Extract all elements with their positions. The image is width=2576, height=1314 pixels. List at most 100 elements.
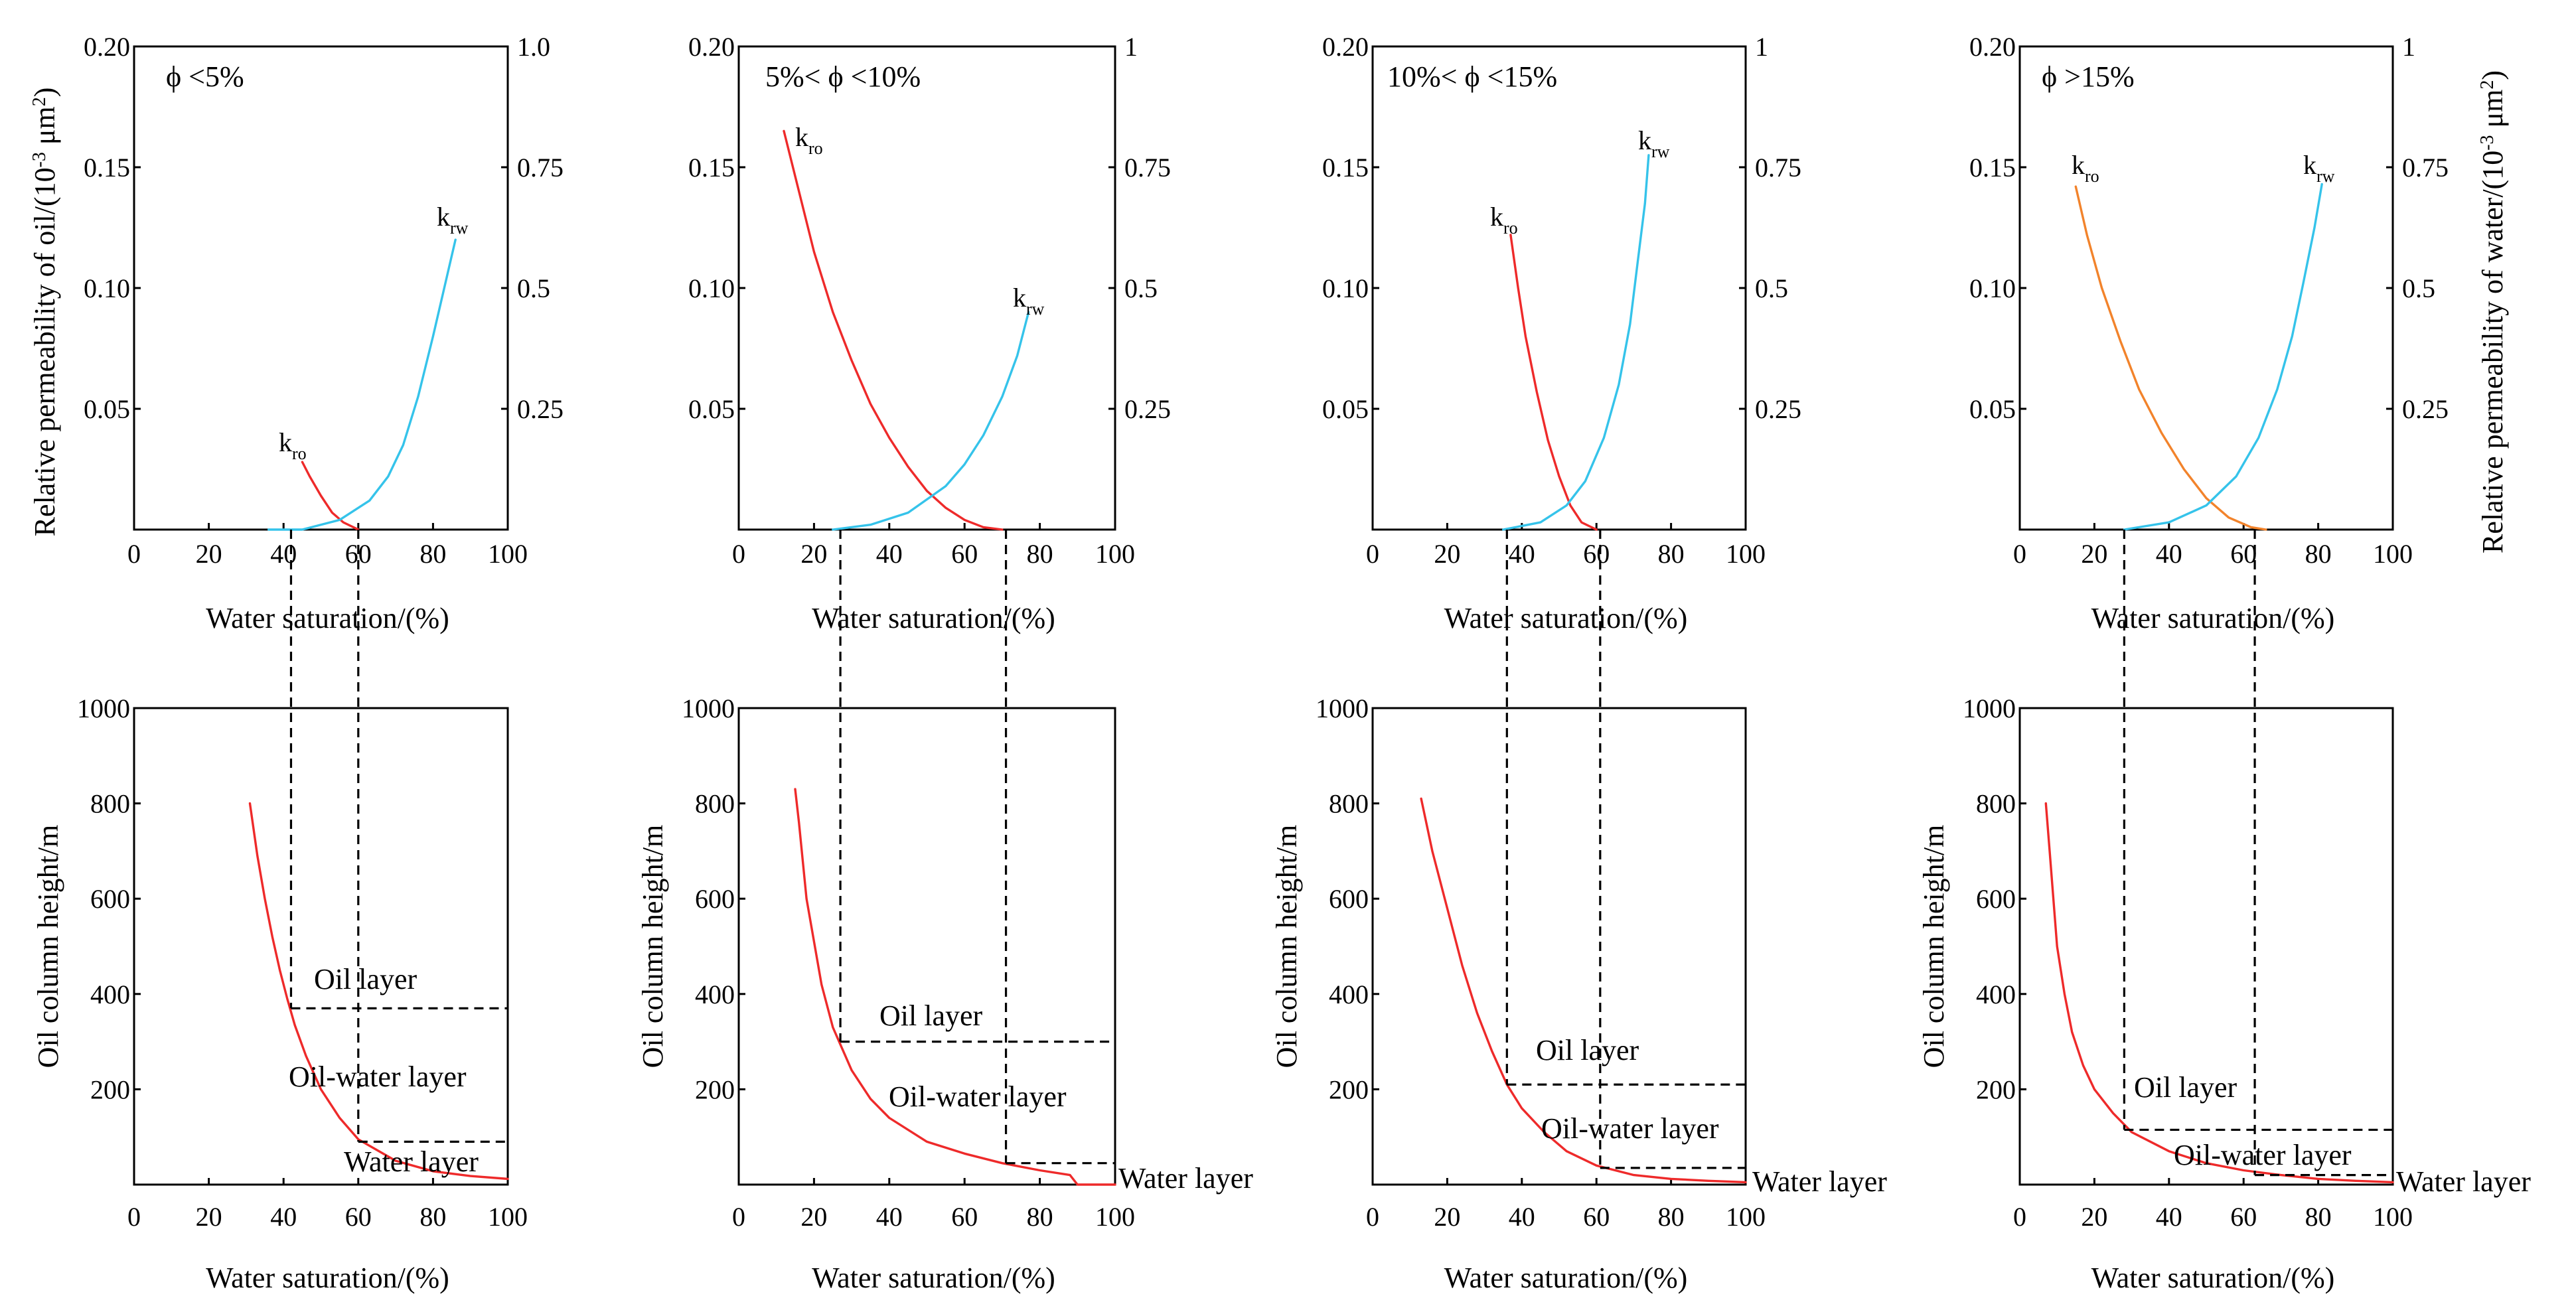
kro-label-sub: ro (1503, 218, 1518, 238)
krw-label-sub: rw (2316, 167, 2335, 186)
y-tick-label: 200 (1329, 1074, 1369, 1104)
x-tick-label: 100 (488, 539, 528, 569)
x-tick-label: 40 (270, 539, 297, 569)
x-tick-label: 40 (1509, 1202, 1535, 1232)
water-layer-label: Water layer (2396, 1165, 2531, 1198)
y-tick-label-left: 0.20 (1322, 32, 1369, 62)
y-tick-label: 800 (1976, 789, 2016, 819)
top-panel-3: 10%< ϕ <15% 0 20 40 60 80 100 Water saturation/… (1322, 32, 1801, 634)
x-tick-label: 100 (1095, 1202, 1135, 1232)
x-tick-label: 80 (1027, 539, 1053, 569)
kro-label-sub: ro (2085, 167, 2099, 186)
y-tick-label-right: 0.75 (1124, 153, 1171, 183)
right-y-axis-title-permeability: Relative permeability of water/(10-3 μm2… (2476, 70, 2509, 553)
krw-label: krw (437, 202, 469, 238)
y-tick-label-left: 0.10 (688, 273, 735, 303)
y-tick-label-left: 0.15 (84, 153, 130, 183)
krw-curve (2124, 184, 2322, 530)
y-tick-label-right: 0.25 (1755, 394, 1801, 424)
x-tick-label: 0 (1366, 1202, 1379, 1232)
y-tick-label: 200 (695, 1074, 735, 1104)
y-tick-label: 1000 (1316, 694, 1369, 723)
y-tick-label-right: 0.5 (1124, 273, 1158, 303)
y-tick-label-right: 0.25 (2402, 394, 2449, 424)
x-tick-label: 0 (127, 539, 141, 569)
plot-frame (739, 46, 1115, 530)
top-panel-4: ϕ >15% 0 20 40 60 80 100 Water saturation/(%) 0.… (1969, 32, 2449, 634)
x-tick-label: 80 (2305, 1202, 2332, 1232)
x-tick-label: 80 (419, 1202, 446, 1232)
x-tick-label: 100 (488, 1202, 528, 1232)
x-tick-label: 20 (1434, 539, 1460, 569)
y-tick-label-right: 0.75 (1755, 153, 1801, 183)
y-axis-label: Oil column height/m (1918, 825, 1950, 1068)
y-tick-label: 600 (1976, 884, 2016, 914)
kro-label-main: k (1490, 202, 1503, 232)
panel-title: 5%< ϕ <10% (765, 60, 921, 93)
x-tick-label: 60 (1583, 539, 1610, 569)
y-tick-label-right: 0.75 (517, 153, 564, 183)
x-tick-label: 100 (1095, 539, 1135, 569)
krw-curve (1503, 155, 1649, 530)
krw-label: krw (1013, 283, 1045, 319)
y-tick-label-left: 0.05 (84, 394, 130, 424)
x-axis-label: Water saturation/(%) (206, 1262, 449, 1294)
figure: Relative permeability of oil/(10-3 μm2) … (0, 0, 2576, 1314)
krw-label-main: k (2303, 150, 2316, 180)
x-tick-label: 0 (2013, 1202, 2026, 1232)
y-tick-label: 600 (90, 884, 130, 914)
bottom-panel-4: 0 20 40 60 80 100 Water saturation/(%) 200 400 60… (1918, 694, 2531, 1294)
kro-curve (302, 462, 358, 530)
y-tick-label-left: 0.05 (688, 394, 735, 424)
panel-title: ϕ <5% (166, 60, 244, 93)
x-tick-label: 20 (1434, 1202, 1460, 1232)
x-tick-label: 60 (2230, 1202, 2257, 1232)
y-tick-label-right: 0.5 (1755, 273, 1788, 303)
plot-frame (739, 708, 1115, 1185)
x-tick-label: 20 (800, 539, 827, 569)
x-tick-label: 20 (196, 539, 222, 569)
krw-label-sub: rw (1651, 142, 1670, 161)
krw-label: krw (2303, 150, 2335, 186)
y-tick-label: 800 (695, 789, 735, 819)
x-tick-label: 20 (2081, 539, 2107, 569)
x-axis-label: Water saturation/(%) (812, 602, 1055, 634)
x-tick-label: 40 (2156, 1202, 2182, 1232)
left-y-axis-title-permeability: Relative permeability of oil/(10-3 μm2) (29, 88, 61, 537)
x-tick-label: 0 (2013, 539, 2026, 569)
y-tick-label: 1000 (77, 694, 130, 723)
x-axis-label: Water saturation/(%) (1444, 1262, 1688, 1294)
top-panel-2: 5%< ϕ <10%0 20 40 60 80 100Water saturation/(… (688, 32, 1171, 634)
y-axis-label: Oil column height/m (32, 825, 64, 1068)
kro-curve (1511, 235, 1596, 530)
x-tick-label: 40 (1509, 539, 1535, 569)
krw-label-main: k (437, 202, 450, 232)
kro-label-main: k (795, 122, 808, 152)
y-axis-label: Oil column height/m (637, 825, 669, 1068)
x-tick-label: 20 (2081, 1202, 2107, 1232)
plot-frame (2020, 708, 2393, 1185)
y-tick-label: 200 (90, 1074, 130, 1104)
y-tick-label-left: 0.20 (84, 32, 130, 62)
y-tick-label-right: 0.25 (517, 394, 564, 424)
krw-label: krw (1638, 125, 1670, 161)
x-tick-label: 80 (1658, 539, 1685, 569)
x-tick-label: 100 (1726, 539, 1766, 569)
x-axis-label: Water saturation/(%) (812, 1262, 1055, 1294)
x-tick-label: 0 (732, 1202, 745, 1232)
y-tick-label: 600 (695, 884, 735, 914)
oil-layer-label: Oil layer (1536, 1034, 1639, 1066)
kro-label-main: k (279, 427, 292, 457)
panel-title: 10%< ϕ <15% (1387, 60, 1557, 93)
x-axis-label: Water saturation/(%) (2091, 1262, 2335, 1294)
oil-water-layer-label: Oil-water layer (889, 1080, 1067, 1113)
water-layer-label: Water layer (1118, 1162, 1253, 1195)
y-tick-label-right: 1 (2402, 32, 2415, 62)
kro-curve (2076, 186, 2266, 530)
y-tick-label-left: 0.15 (1322, 153, 1369, 183)
kro-label: kro (2072, 150, 2099, 186)
y-tick-label-right: 1 (1755, 32, 1768, 62)
y-tick-label: 400 (695, 980, 735, 1009)
y-tick-label-right: 0.5 (517, 273, 550, 303)
